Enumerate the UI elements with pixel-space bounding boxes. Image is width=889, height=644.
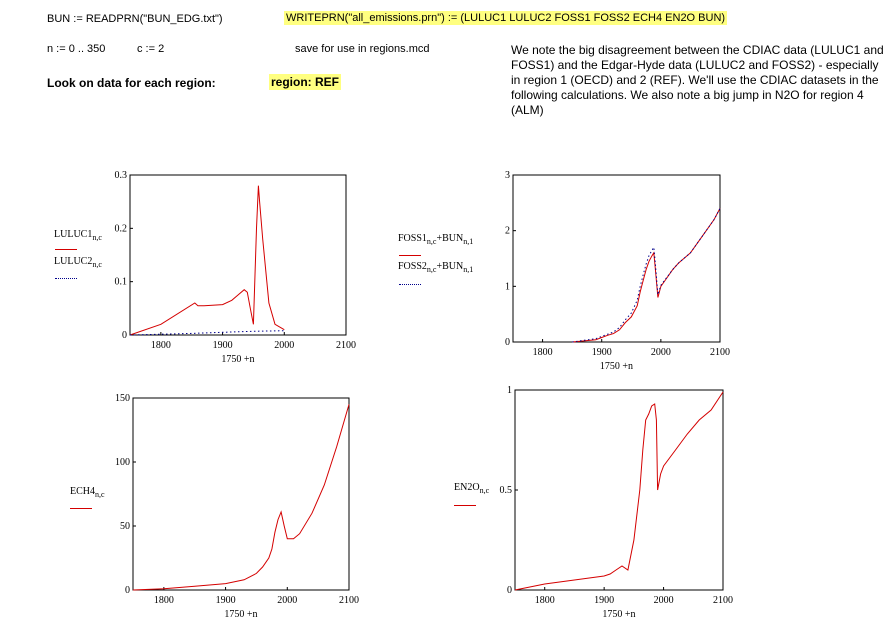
y-tick-label: 0.1: [115, 277, 128, 288]
legend-luluc2: LULUC2n,c: [54, 256, 102, 269]
read-prn-expression[interactable]: BUN := READPRN("BUN_EDG.txt"): [47, 13, 223, 25]
region-selector[interactable]: region: REF: [269, 74, 341, 90]
x-tick-label: 1900: [216, 595, 236, 606]
x-tick-label: 1800: [535, 595, 555, 606]
x-tick-label: 1800: [533, 347, 553, 358]
x-axis-label: 1750 +n: [224, 609, 257, 620]
plot-ech4[interactable]: 1800 1900 2000 2100 0 50 100 150 1750 +n: [115, 393, 359, 620]
y-tick-label: 0.5: [500, 485, 513, 496]
range-definition[interactable]: n := 0 .. 350: [47, 43, 106, 55]
series-line-ech4: [132, 404, 350, 591]
x-axis-label: 1750 +n: [600, 361, 633, 372]
plot-frame: [129, 174, 347, 336]
c-definition[interactable]: c := 2: [137, 43, 165, 55]
write-prn-expression[interactable]: WRITEPRN("all_emissions.prn") := (LULUC1…: [284, 11, 728, 25]
x-tick-label: 2000: [654, 595, 674, 606]
plot-foss[interactable]: 1800 1900 2000 2100 0 1 2 3 1750 +n: [505, 170, 730, 372]
x-tick-label: 2100: [710, 347, 730, 358]
y-tick-label: 150: [115, 393, 130, 404]
series-line-foss1: [572, 208, 721, 343]
x-tick-label: 1900: [213, 340, 233, 351]
y-tick-label: 1: [507, 385, 512, 396]
x-axis-label: 1750 +n: [602, 609, 635, 620]
plot-luluc[interactable]: 1800 1900 2000 2100 0 0.1 0.2 0.3 1750 +n: [115, 170, 357, 365]
y-tick-label: 3: [505, 170, 510, 181]
legend-foss1: FOSS1n,c+BUNn,1: [398, 233, 474, 246]
x-tick-label: 2100: [339, 595, 359, 606]
legend-swatch-foss1: [399, 255, 421, 256]
x-tick-label: 1800: [151, 340, 171, 351]
legend-en2o: EN2On,c: [454, 482, 490, 495]
series-line-luluc2: [129, 330, 285, 336]
x-tick-label: 1900: [592, 347, 612, 358]
x-tick-label: 1900: [594, 595, 614, 606]
series-line-en2o: [514, 391, 724, 591]
y-tick-label: 0.2: [115, 223, 128, 234]
analysis-note: We note the big disagreement between the…: [511, 43, 884, 117]
y-tick-label: 100: [115, 457, 130, 468]
x-tick-label: 2000: [651, 347, 671, 358]
y-tick-label: 0: [507, 585, 512, 596]
plot-en2o[interactable]: 1800 1900 2000 2100 0 0.5 1 1750 +n: [500, 385, 734, 620]
y-tick-label: 0: [125, 585, 130, 596]
plot-frame: [514, 389, 724, 591]
y-tick-label: 50: [120, 521, 130, 532]
legend-swatch-luluc2: [55, 278, 77, 279]
legend-swatch-en2o: [454, 505, 476, 506]
look-label: Look on data for each region:: [47, 76, 216, 90]
x-tick-label: 2000: [277, 595, 297, 606]
x-tick-label: 2000: [274, 340, 294, 351]
x-tick-label: 2100: [336, 340, 356, 351]
legend-ech4: ECH4n,c: [70, 486, 105, 499]
y-tick-label: 0.3: [115, 170, 128, 181]
legend-luluc1: LULUC1n,c: [54, 229, 102, 242]
save-note: save for use in regions.mcd: [295, 43, 430, 55]
y-tick-label: 2: [505, 226, 510, 237]
plot-frame: [132, 397, 350, 591]
series-line-foss2: [572, 208, 721, 343]
x-axis-label: 1750 +n: [221, 354, 254, 365]
legend-swatch-foss2: [399, 284, 421, 285]
plot-frame: [512, 174, 721, 343]
legend-swatch-luluc1: [55, 249, 77, 250]
legend-foss2: FOSS2n,c+BUNn,1: [398, 261, 474, 274]
y-tick-label: 0: [505, 337, 510, 348]
series-line-luluc1: [129, 185, 285, 336]
y-tick-label: 1: [505, 281, 510, 292]
x-tick-label: 1800: [154, 595, 174, 606]
legend-swatch-ech4: [70, 508, 92, 509]
x-tick-label: 2100: [713, 595, 733, 606]
y-tick-label: 0: [122, 330, 127, 341]
